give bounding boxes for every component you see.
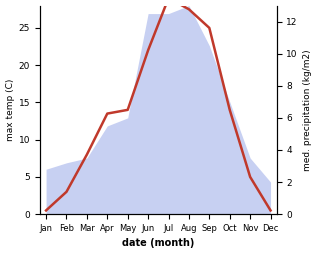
Y-axis label: max temp (C): max temp (C): [5, 79, 15, 141]
X-axis label: date (month): date (month): [122, 239, 195, 248]
Y-axis label: med. precipitation (kg/m2): med. precipitation (kg/m2): [303, 49, 313, 171]
